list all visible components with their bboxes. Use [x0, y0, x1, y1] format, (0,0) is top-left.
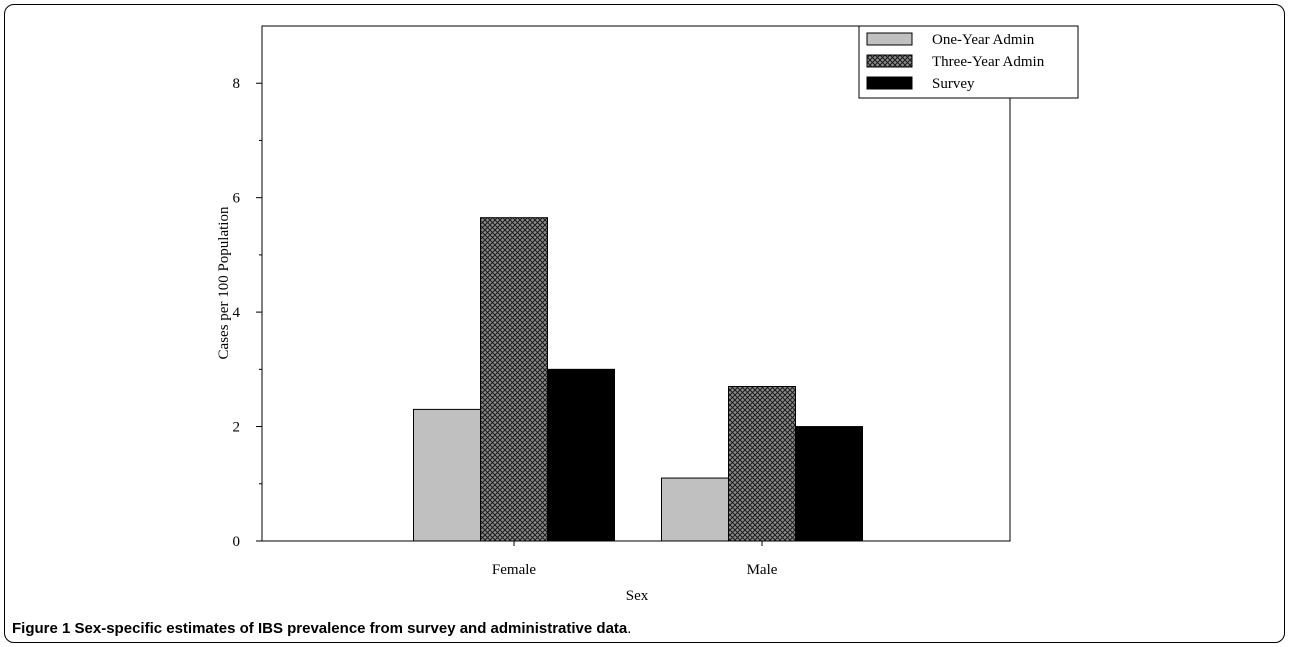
figure-caption: Figure 1 Sex-specific estimates of IBS p… — [12, 620, 631, 637]
y-axis: 0 2 4 6 8 — [233, 76, 262, 550]
caption-label: Figure 1 — [12, 620, 71, 637]
x-tick-label: Male — [747, 562, 778, 578]
x-axis-label: Sex — [626, 588, 649, 604]
x-axis: Female Male — [492, 541, 778, 578]
legend-label: One-Year Admin — [932, 32, 1035, 48]
y-tick-label: 0 — [233, 534, 241, 550]
y-axis-label: Cases per 100 Population — [216, 206, 232, 359]
bar-one-year-admin-female — [413, 408, 481, 542]
bar-three-year-admin-female — [480, 217, 548, 542]
caption-text: Sex-specific estimates of IBS prevalence… — [74, 620, 628, 637]
bar-survey-male — [795, 426, 863, 542]
caption-end: . — [627, 620, 632, 637]
y-tick-label: 8 — [233, 76, 241, 92]
legend-swatch — [866, 32, 913, 46]
bars — [413, 217, 863, 542]
plot-area — [261, 25, 1011, 542]
bar-one-year-admin-male — [661, 477, 729, 542]
y-tick-label: 4 — [233, 305, 241, 321]
y-tick-label: 6 — [233, 191, 241, 207]
x-tick-label: Female — [492, 562, 536, 578]
legend: One-Year Admin Three-Year Admin Survey — [858, 25, 1079, 99]
figure-frame — [4, 4, 1285, 643]
bar-survey-female — [547, 368, 615, 542]
bar-three-year-admin-male — [728, 386, 796, 542]
legend-swatch — [866, 76, 913, 90]
legend-label: Survey — [932, 76, 975, 92]
legend-label: Three-Year Admin — [932, 54, 1045, 70]
y-tick-label: 2 — [233, 420, 241, 436]
legend-swatch — [866, 54, 913, 68]
